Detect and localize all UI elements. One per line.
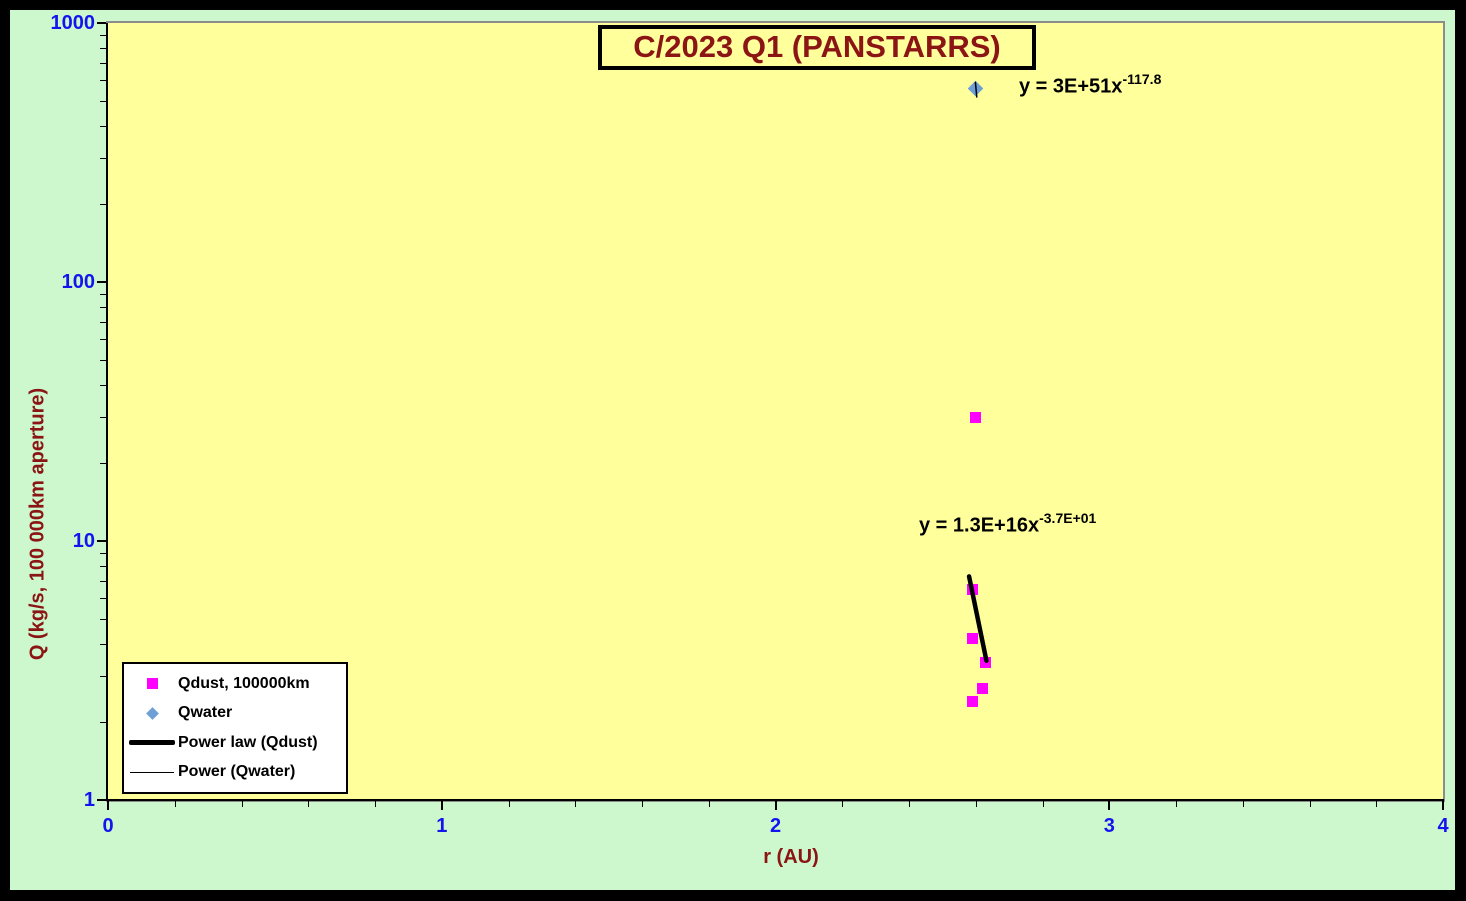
x-major-tick [1442, 801, 1444, 810]
y-minor-tick [100, 417, 106, 418]
y-minor-tick [100, 158, 106, 159]
x-tick-label-1: 1 [436, 815, 448, 837]
data-point-qdust[interactable] [980, 656, 992, 668]
qwater-diamond-icon [145, 706, 159, 720]
y-minor-tick [100, 463, 106, 464]
x-minor-tick [308, 801, 309, 807]
data-point-qdust[interactable] [966, 696, 978, 708]
y-minor-tick [100, 307, 106, 308]
y-major-tick [97, 22, 106, 24]
legend-icon-cell [126, 706, 178, 720]
x-minor-tick [909, 801, 910, 807]
data-point-qdust[interactable] [966, 583, 978, 595]
x-axis-line [106, 799, 1444, 801]
y-tick-label-1000: 1000 [50, 12, 96, 34]
legend-label-powerlaw-qdust: Power law (Qdust) [178, 733, 318, 751]
y-minor-tick [100, 385, 106, 386]
x-minor-tick [509, 801, 510, 807]
data-point-qdust[interactable] [976, 682, 988, 694]
x-minor-tick [709, 801, 710, 807]
x-minor-tick [1243, 801, 1244, 807]
x-tick-label-0: 0 [102, 815, 114, 837]
x-major-tick [1108, 801, 1111, 810]
x-tick-label-2: 2 [769, 815, 782, 837]
legend-item-qdust[interactable]: Qdust, 100000km [126, 670, 344, 698]
x-minor-tick [1043, 801, 1044, 807]
data-point-qdust[interactable] [970, 411, 982, 423]
legend-item-qwater[interactable]: Qwater [126, 699, 344, 727]
y-minor-tick [100, 322, 106, 323]
data-point-qdust[interactable] [966, 633, 978, 645]
x-minor-tick [1376, 801, 1377, 807]
x-minor-tick [1176, 801, 1177, 807]
y-minor-tick [100, 644, 106, 645]
y-minor-tick [100, 581, 106, 582]
y-minor-tick [100, 80, 106, 81]
y-minor-tick [100, 598, 106, 599]
y-minor-tick [100, 619, 106, 620]
y-tick-label-100: 100 [61, 271, 95, 293]
x-minor-tick [375, 801, 376, 807]
chart-title[interactable]: C/2023 Q1 (PANSTARRS) [598, 25, 1036, 70]
x-tick-label-4: 4 [1437, 815, 1449, 837]
y-tick-label-10: 10 [72, 530, 95, 552]
qdust-square-icon [146, 678, 158, 690]
x-major-tick [440, 801, 443, 810]
x-minor-tick [575, 801, 576, 807]
x-minor-tick [642, 801, 643, 807]
y-major-tick [97, 281, 106, 283]
y-minor-tick [100, 204, 106, 205]
qdust-equation-label[interactable]: y = 1.3E+16x-3.7E+01 [919, 510, 1097, 538]
x-tick-label-3: 3 [1103, 815, 1115, 837]
y-minor-tick [100, 553, 106, 554]
x-major-tick [774, 801, 777, 810]
x-minor-tick [242, 801, 243, 807]
legend-label-qdust: Qdust, 100000km [178, 674, 310, 692]
chart-title-text: C/2023 Q1 (PANSTARRS) [633, 29, 1001, 64]
x-axis-title: r (AU) [763, 846, 819, 868]
y-minor-tick [100, 63, 106, 64]
legend[interactable]: Qdust, 100000km Qwater Power law (Qdust)… [122, 662, 348, 794]
y-major-tick [97, 799, 106, 801]
y-minor-tick [100, 339, 106, 340]
y-minor-tick [100, 48, 106, 49]
legend-label-power-qwater: Power (Qwater) [178, 763, 296, 781]
y-minor-tick [100, 360, 106, 361]
equation-base: y = 1.3E+16x [919, 514, 1040, 537]
x-minor-tick [976, 801, 977, 807]
thick-line-icon [129, 740, 175, 746]
y-minor-tick [100, 126, 106, 127]
equation-exponent: -117.8 [1122, 71, 1162, 87]
y-minor-tick [100, 566, 106, 567]
legend-item-powerlaw-qdust[interactable]: Power law (Qdust) [126, 729, 344, 757]
x-minor-tick [842, 801, 843, 807]
y-minor-tick [100, 676, 106, 677]
legend-icon-cell [126, 771, 178, 773]
x-minor-tick [175, 801, 176, 807]
y-minor-tick [100, 294, 106, 295]
legend-item-power-qwater[interactable]: Power (Qwater) [126, 758, 344, 786]
qwater-equation-label[interactable]: y = 3E+51x-117.8 [1019, 71, 1162, 99]
y-major-tick [97, 540, 106, 542]
legend-icon-cell [126, 740, 178, 746]
equation-base: y = 3E+51x [1019, 75, 1123, 98]
y-axis-title: Q (kg/s, 100 000km aperture) [26, 387, 49, 661]
thin-line-icon [130, 771, 174, 773]
y-minor-tick [100, 35, 106, 36]
legend-icon-cell [126, 678, 178, 690]
y-tick-label-1: 1 [83, 789, 95, 811]
y-minor-tick [100, 722, 106, 723]
x-minor-tick [1310, 801, 1311, 807]
y-minor-tick [100, 101, 106, 102]
y-axis-line [106, 23, 108, 801]
equation-exponent: -3.7E+01 [1039, 510, 1097, 526]
x-major-tick [107, 801, 109, 810]
legend-label-qwater: Qwater [178, 704, 233, 722]
